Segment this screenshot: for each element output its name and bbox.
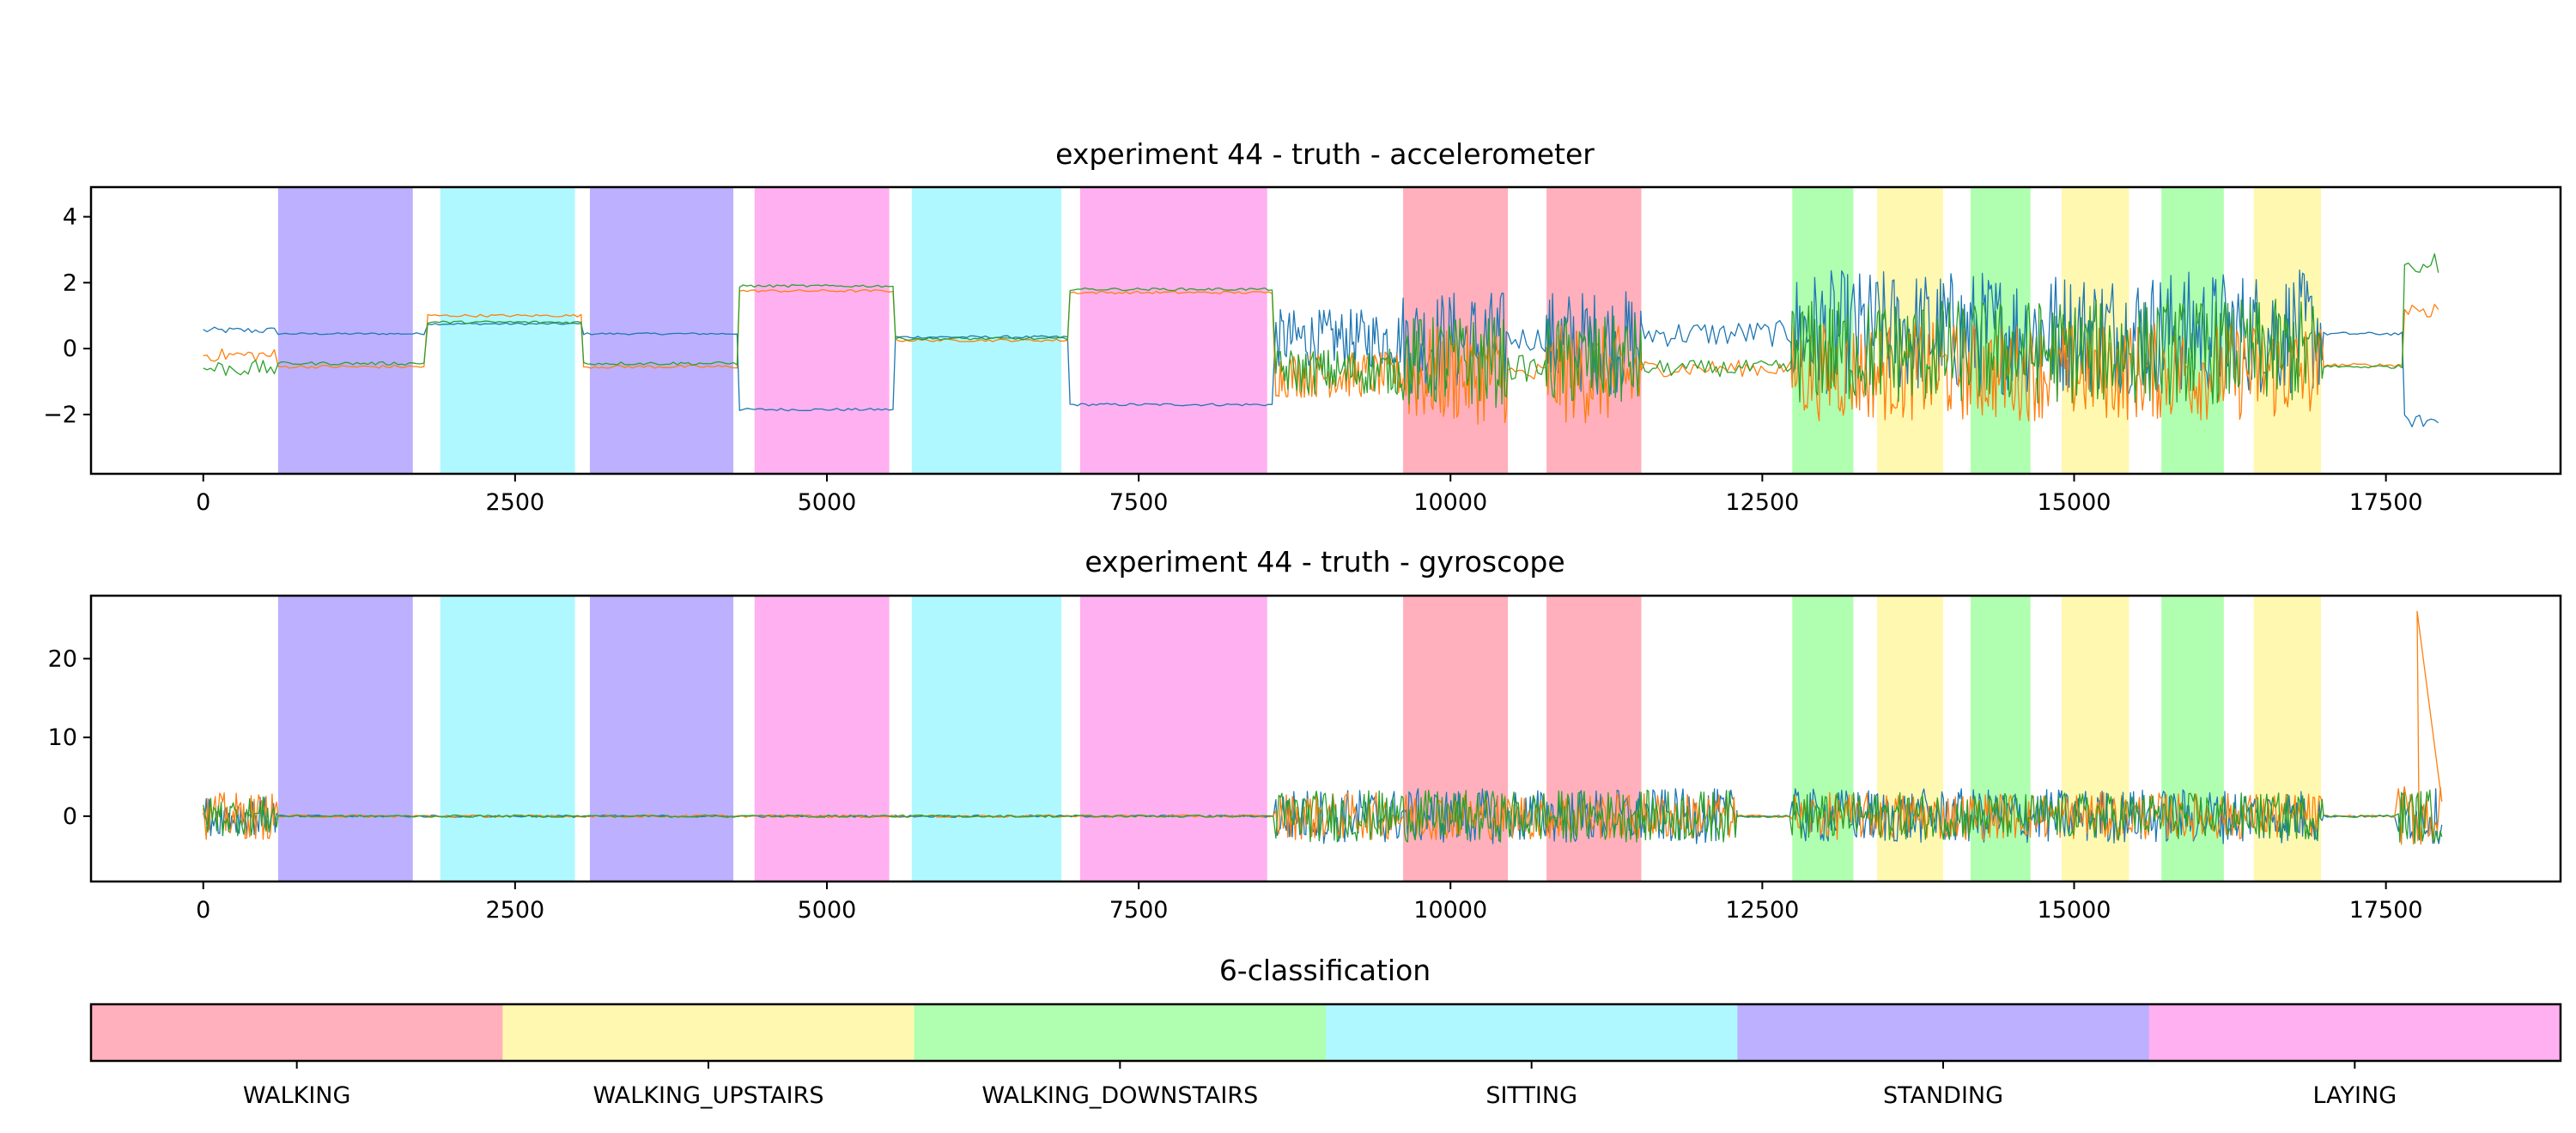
x-tick-label: 17500: [2349, 489, 2423, 516]
y-tick-label: 20: [48, 645, 77, 672]
accelerometer-panel: experiment 44 - truth - accelerometer 0 2…: [43, 137, 2562, 516]
y-tick-label: 0: [63, 336, 77, 362]
gyroscope-activity-spans: [277, 596, 2322, 882]
colorbar-block-laying: [2148, 1004, 2561, 1061]
activity-span-walking: [1546, 596, 1642, 882]
colorbar-block-standing: [1737, 1004, 2150, 1061]
colorbar-blocks: [91, 1004, 2561, 1061]
y-tick-label: 4: [63, 204, 77, 231]
x-tick-label: 15000: [2038, 489, 2111, 516]
x-tick-label: 7500: [1109, 897, 1169, 924]
activity-span-sitting: [440, 596, 575, 882]
activity-span-walking-upstairs: [2061, 187, 2129, 474]
x-tick-label: 17500: [2349, 897, 2423, 924]
x-tick-label: 5000: [798, 897, 857, 924]
signal-line-0: [203, 269, 2439, 427]
colorbar-block-walking: [91, 1004, 503, 1061]
activity-span-laying: [754, 596, 890, 882]
activity-span-walking: [1403, 596, 1509, 882]
y-tick-label: 2: [63, 270, 77, 296]
gyroscope-title: experiment 44 - truth - gyroscope: [1084, 545, 1564, 579]
activity-span-sitting: [911, 596, 1062, 882]
activity-span-laying: [754, 187, 890, 474]
activity-span-walking-downstairs: [1970, 596, 2031, 882]
y-tick-label: −2: [43, 402, 77, 428]
activity-span-walking-downstairs: [2161, 596, 2224, 882]
y-tick-label: 10: [48, 724, 77, 751]
x-tick-label: 12500: [1725, 897, 1799, 924]
colorbar-block-walking-downstairs: [914, 1004, 1327, 1061]
gyroscope-y-axis: 20 10 0: [48, 645, 91, 830]
colorbar-block-walking-upstairs: [502, 1004, 915, 1061]
x-tick-label: 7500: [1109, 489, 1169, 516]
signal-line-2: [203, 789, 2443, 845]
x-tick-label: 0: [196, 897, 210, 924]
activity-span-walking-upstairs: [1877, 187, 1943, 474]
colorbar-ticks: WALKING WALKING_UPSTAIRS WALKING_DOWNSTAIR…: [243, 1061, 2397, 1109]
activity-span-laying: [1079, 187, 1267, 474]
accelerometer-signal-lines: [203, 253, 2439, 427]
signal-line-2: [203, 253, 2439, 409]
activity-span-laying: [1079, 596, 1267, 882]
gyroscope-panel: experiment 44 - truth - gyroscope 0 2500 5…: [48, 545, 2562, 924]
activity-span-standing: [590, 596, 734, 882]
gyroscope-axes-frame: [89, 594, 2562, 883]
activity-span-walking-downstairs: [1792, 596, 1854, 882]
accelerometer-activity-spans: [277, 187, 2322, 474]
colorbar-title: 6-classification: [1219, 954, 1431, 987]
accelerometer-y-axis: 4 2 0 −2: [43, 204, 91, 428]
x-tick-label: 2500: [485, 489, 544, 516]
x-tick-label: 15000: [2038, 897, 2111, 924]
activity-span-walking-upstairs: [1877, 596, 1943, 882]
x-tick-label: 0: [196, 489, 210, 516]
activity-span-standing: [590, 187, 734, 474]
activity-span-standing: [277, 187, 413, 474]
gyroscope-x-axis: 0 2500 5000 7500 10000 12500 15000 17500: [196, 882, 2423, 924]
y-tick-label: 0: [63, 803, 77, 830]
accelerometer-title: experiment 44 - truth - accelerometer: [1055, 137, 1595, 171]
x-tick-label: 10000: [1413, 897, 1487, 924]
accelerometer-axes-frame: [89, 185, 2562, 476]
colorbar-label-standing: STANDING: [1883, 1082, 2003, 1109]
x-tick-label: 5000: [798, 489, 857, 516]
classification-colorbar: 6-classification WALKING WALKING_UPSTAIRS…: [89, 954, 2562, 1109]
colorbar-frame: [89, 1003, 2562, 1063]
colorbar-label-walking-upstairs: WALKING_UPSTAIRS: [593, 1082, 824, 1109]
colorbar-label-sitting: SITTING: [1485, 1082, 1577, 1109]
x-tick-label: 12500: [1725, 489, 1799, 516]
colorbar-label-laying: LAYING: [2313, 1082, 2397, 1109]
x-tick-label: 2500: [485, 897, 544, 924]
activity-span-sitting: [440, 187, 575, 474]
colorbar-block-sitting: [1326, 1004, 1738, 1061]
x-tick-label: 10000: [1413, 489, 1487, 516]
accelerometer-x-axis: 0 2500 5000 7500 10000 12500 15000 17500: [196, 474, 2423, 516]
activity-span-standing: [277, 596, 413, 882]
colorbar-label-walking-downstairs: WALKING_DOWNSTAIRS: [981, 1082, 1258, 1109]
colorbar-label-walking: WALKING: [243, 1082, 351, 1109]
gyroscope-signal-lines: [203, 610, 2443, 845]
activity-span-sitting: [911, 187, 1062, 474]
